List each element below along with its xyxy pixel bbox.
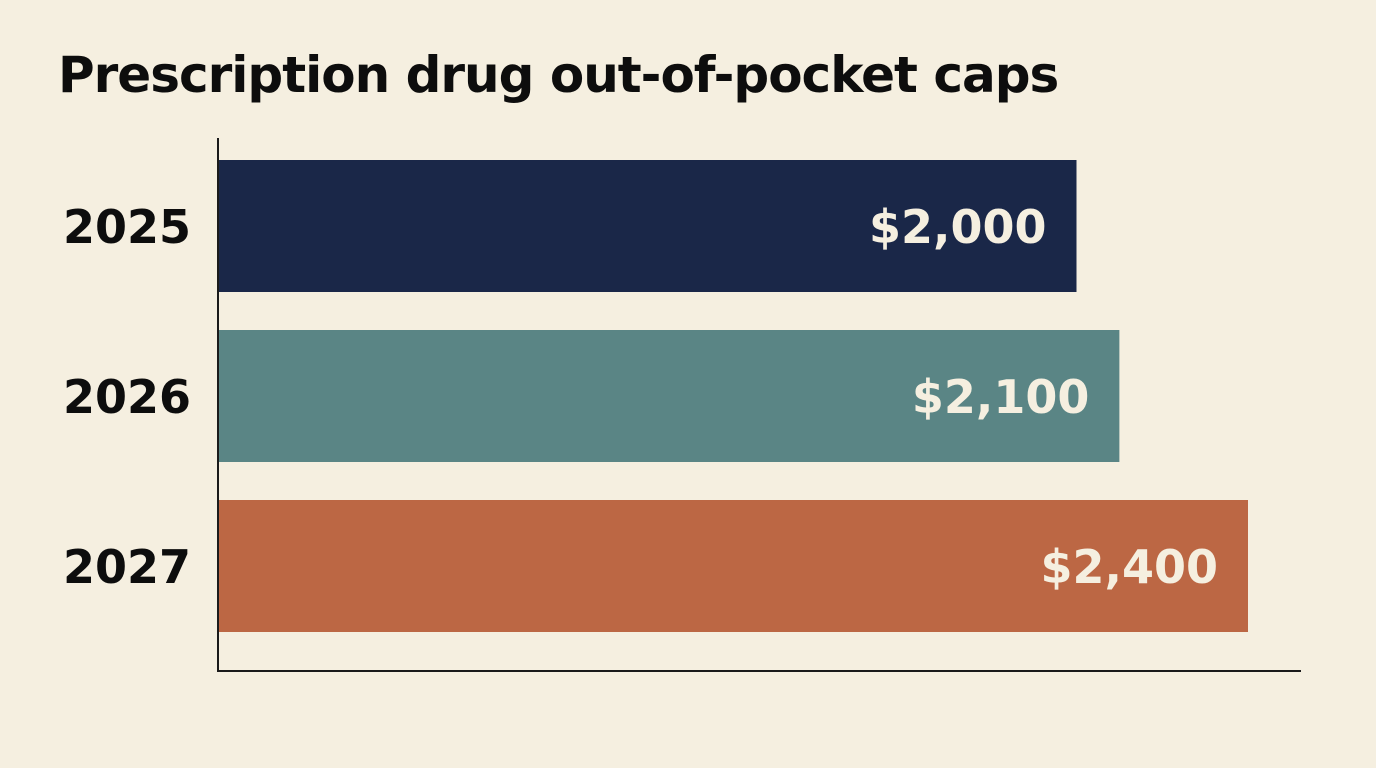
value-label-2026: $2,100 xyxy=(912,370,1090,424)
bars-group: 2025 $2,000 2026 $2,100 2027 $2,400 xyxy=(63,160,1248,632)
bar-2025 xyxy=(219,160,1077,292)
bar-2027 xyxy=(219,500,1248,632)
category-label-2026: 2026 xyxy=(63,370,191,424)
category-label-2025: 2025 xyxy=(63,200,191,254)
bar-2026 xyxy=(219,330,1120,462)
chart-title: Prescription drug out-of-pocket caps xyxy=(58,46,1059,104)
category-label-2027: 2027 xyxy=(63,540,191,594)
value-label-2025: $2,000 xyxy=(869,200,1047,254)
value-label-2027: $2,400 xyxy=(1040,540,1218,594)
